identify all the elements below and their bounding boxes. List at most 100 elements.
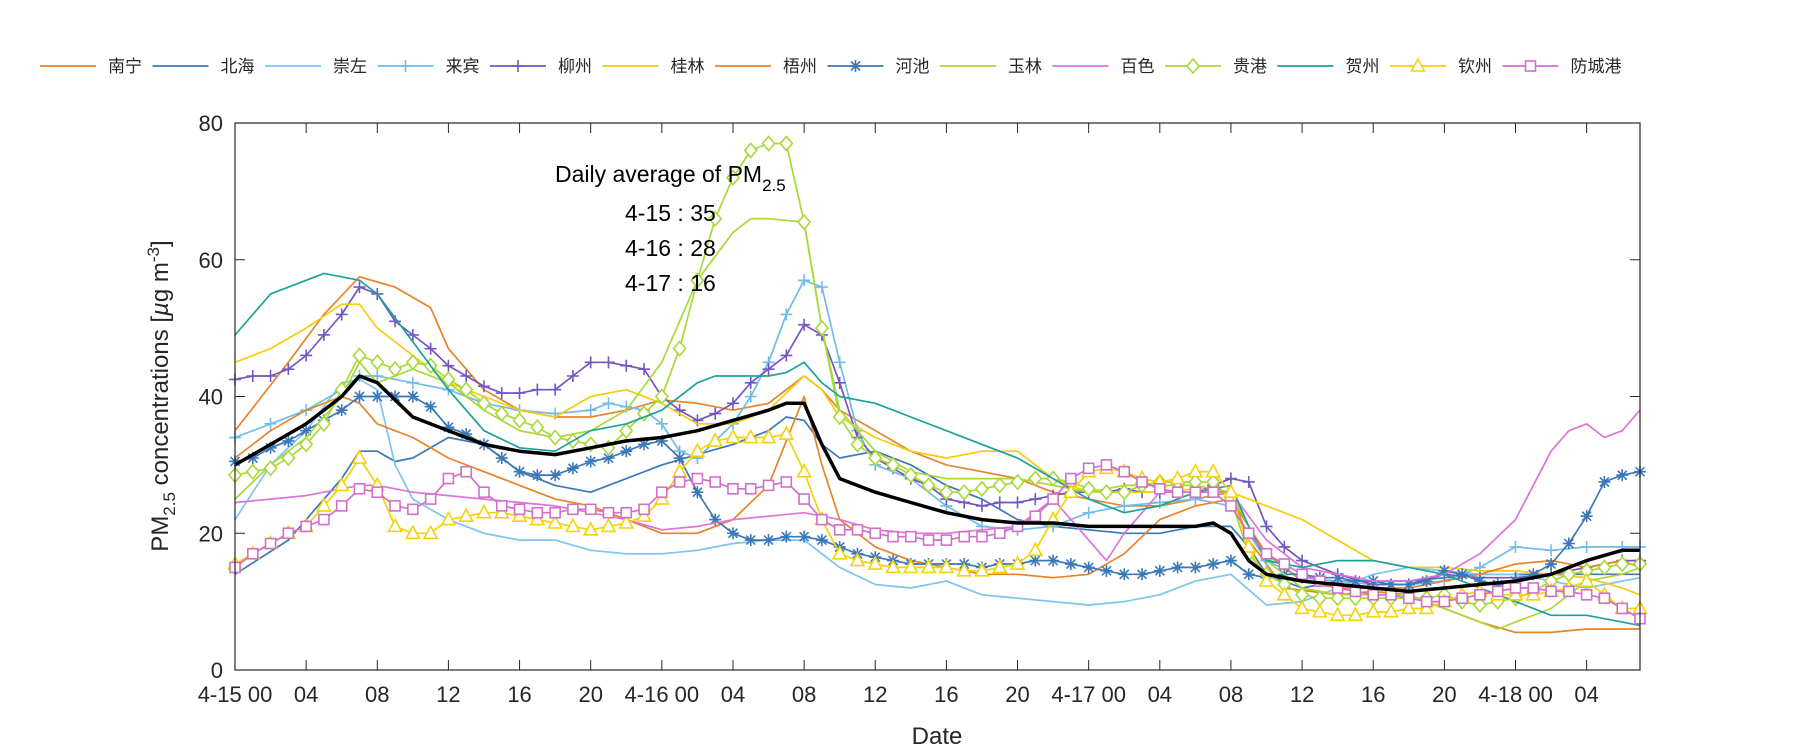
data-point-marker <box>1580 540 1593 553</box>
data-point-marker <box>1597 559 1612 576</box>
data-point-marker <box>602 397 615 410</box>
data-point-marker <box>885 456 901 474</box>
data-point-marker <box>388 360 403 378</box>
data-point-marker <box>1082 506 1095 519</box>
x-tick-label: 20 <box>1005 682 1029 707</box>
legend-item: 防城港 <box>1502 57 1622 77</box>
data-point-marker <box>833 356 846 369</box>
data-point-marker <box>939 483 954 501</box>
data-point-marker <box>654 388 669 405</box>
data-point-marker <box>1329 606 1346 622</box>
data-point-marker <box>958 530 970 543</box>
data-point-marker <box>1258 572 1275 587</box>
data-point-marker <box>1545 585 1557 598</box>
data-point-marker <box>709 407 722 420</box>
data-point-marker <box>1616 602 1629 615</box>
data-point-marker <box>833 524 846 536</box>
data-point-marker <box>389 500 401 512</box>
data-point-marker <box>281 449 296 467</box>
data-point-marker <box>442 472 455 485</box>
legend-label: 河池 <box>896 57 930 77</box>
data-point-marker <box>1312 603 1328 618</box>
data-point-marker <box>1260 520 1273 533</box>
data-point-marker <box>566 369 579 382</box>
data-point-marker <box>1509 582 1522 594</box>
legend-item: 贺州 <box>1277 57 1380 77</box>
data-point-marker <box>513 387 526 400</box>
series-line <box>234 374 1640 594</box>
data-point-marker <box>1242 475 1255 488</box>
data-point-marker <box>602 452 615 465</box>
legend-label: 百色 <box>1121 57 1155 77</box>
legend-item: 河池 <box>827 57 930 77</box>
data-point-marker <box>1009 555 1026 570</box>
legend-label: 桂林 <box>671 57 705 77</box>
data-point-marker <box>495 500 508 512</box>
data-point-marker <box>1349 575 1362 588</box>
data-point-marker <box>1223 483 1239 499</box>
data-point-marker <box>333 476 350 492</box>
data-point-marker <box>494 405 509 422</box>
data-point-marker <box>547 514 563 529</box>
data-point-marker <box>868 449 883 467</box>
data-point-marker <box>1029 510 1042 522</box>
data-point-marker <box>975 499 988 512</box>
legend-label: 贵港 <box>1233 57 1267 77</box>
data-point-marker <box>476 395 492 412</box>
data-point-marker <box>1082 561 1095 574</box>
data-point-marker <box>1153 564 1166 577</box>
data-point-marker <box>869 527 882 540</box>
data-point-marker <box>1296 568 1308 581</box>
data-point-marker <box>440 510 457 526</box>
data-point-marker <box>780 349 793 362</box>
data-point-marker <box>1136 568 1149 581</box>
legend-marker-swatch <box>1185 57 1201 75</box>
data-point-marker <box>549 383 562 396</box>
data-point-marker <box>1473 575 1486 588</box>
data-point-marker <box>1278 540 1291 553</box>
data-point-marker <box>317 328 330 341</box>
data-point-marker <box>1545 558 1558 571</box>
data-point-marker <box>725 169 741 186</box>
data-point-marker <box>1154 483 1166 495</box>
data-point-marker <box>850 436 865 453</box>
data-point-marker <box>1578 572 1595 587</box>
data-point-marker <box>602 506 615 519</box>
data-point-marker <box>707 432 724 447</box>
legend-marker-swatch <box>399 60 412 72</box>
data-point-marker <box>1242 527 1255 540</box>
data-point-marker <box>743 142 758 159</box>
data-point-marker <box>1029 554 1042 567</box>
data-point-marker <box>459 381 474 398</box>
x-axis-label: Date <box>912 723 963 750</box>
data-point-marker <box>335 308 348 321</box>
data-point-marker <box>922 534 935 546</box>
data-point-marker <box>762 534 775 547</box>
data-point-marker <box>744 483 757 495</box>
data-point-marker <box>1563 585 1575 598</box>
data-point-marker <box>778 425 795 440</box>
legend-label: 来宾 <box>446 57 480 77</box>
data-point-marker <box>422 524 439 540</box>
data-point-marker <box>495 452 508 465</box>
data-point-marker <box>1616 469 1629 482</box>
data-point-marker <box>832 408 847 426</box>
data-point-marker <box>816 513 828 526</box>
data-point-marker <box>300 349 313 362</box>
data-point-marker <box>638 503 650 516</box>
data-point-marker <box>1545 544 1558 557</box>
data-point-marker <box>1225 500 1237 512</box>
data-point-marker <box>673 452 686 465</box>
data-point-marker <box>1027 541 1044 557</box>
data-point-marker <box>371 390 384 403</box>
data-point-marker <box>1456 568 1469 581</box>
data-point-marker <box>1082 462 1095 475</box>
data-point-marker <box>351 449 368 464</box>
annotation-line-4-17: 4-17 : 16 <box>625 270 716 296</box>
annotation-line-4-15: 4-15 : 35 <box>625 200 716 226</box>
x-tick-label: 4-17 00 <box>1051 682 1126 707</box>
data-point-marker <box>815 281 828 294</box>
data-point-marker <box>780 530 793 543</box>
data-point-marker <box>1207 486 1219 499</box>
data-point-marker <box>691 472 704 485</box>
